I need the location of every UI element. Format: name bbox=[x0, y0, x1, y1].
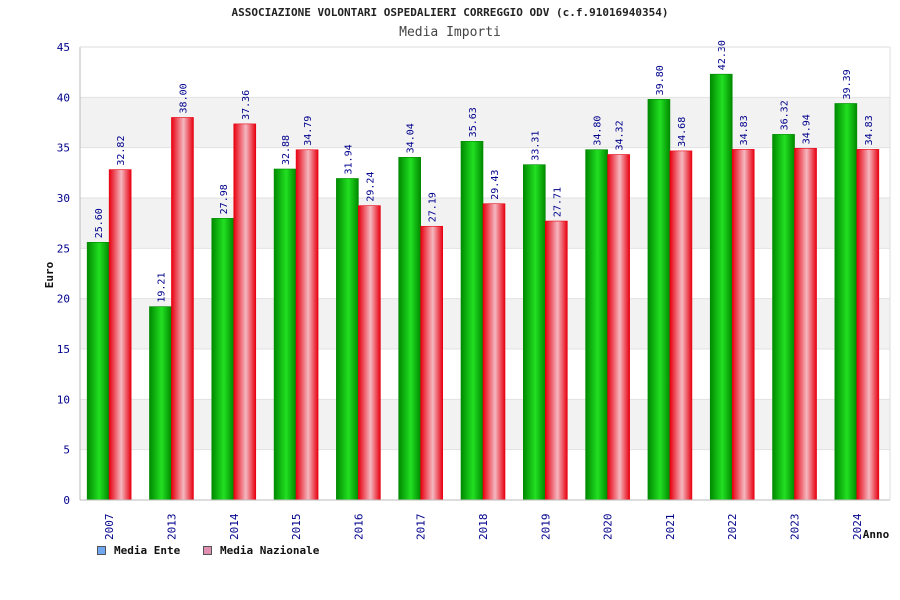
bar-media-nazionale bbox=[482, 203, 506, 501]
value-label: 29.24 bbox=[365, 172, 376, 202]
x-tick-label: 2007 bbox=[103, 514, 116, 541]
y-tick-label: 20 bbox=[57, 293, 70, 306]
y-tick-label: 25 bbox=[57, 242, 70, 255]
bar-media-ente bbox=[523, 164, 546, 501]
value-label: 42.30 bbox=[717, 40, 728, 70]
x-tick-label: 2022 bbox=[726, 514, 739, 541]
bar-media-ente bbox=[336, 178, 359, 501]
value-label: 27.98 bbox=[219, 184, 230, 214]
value-label: 33.31 bbox=[530, 131, 541, 161]
x-tick-label: 2017 bbox=[415, 514, 428, 541]
x-tick-label: 2019 bbox=[539, 514, 552, 541]
bar-media-ente bbox=[398, 157, 421, 501]
bar-media-nazionale bbox=[856, 149, 880, 501]
x-tick-label: 2023 bbox=[789, 514, 802, 541]
x-tick-label: 2020 bbox=[602, 514, 615, 541]
bar-media-ente bbox=[647, 99, 671, 501]
value-labels: 25.60 32.82 19.21 38.00 27.98 37.36 32.88 34.79… bbox=[94, 40, 875, 303]
value-label: 34.32 bbox=[615, 120, 626, 150]
bar-media-nazionale bbox=[233, 123, 257, 501]
value-label: 34.04 bbox=[406, 123, 417, 153]
legend-item-media-ente: Media Ente bbox=[97, 543, 180, 557]
x-tick-label: 2024 bbox=[851, 513, 864, 540]
x-tick-label: 2021 bbox=[664, 514, 677, 541]
bar-media-nazionale bbox=[295, 149, 319, 501]
x-tick-label: 2018 bbox=[477, 514, 490, 541]
x-axis-ticks: 2007 2013 2014 2015 2016 2017 2018 2019 2020 2021… bbox=[103, 513, 864, 540]
y-tick-label: 5 bbox=[63, 444, 70, 457]
value-label: 31.94 bbox=[343, 144, 354, 174]
bar-media-nazionale bbox=[794, 147, 817, 501]
value-label: 34.83 bbox=[739, 115, 750, 145]
bar-media-ente bbox=[273, 168, 297, 501]
x-tick-label: 2013 bbox=[165, 514, 178, 541]
bar-media-ente bbox=[211, 218, 235, 501]
value-label: 34.79 bbox=[303, 116, 314, 146]
x-tick-label: 2015 bbox=[290, 514, 303, 541]
x-tick-label: 2016 bbox=[352, 514, 365, 541]
value-label: 34.83 bbox=[864, 115, 875, 145]
bars bbox=[86, 73, 880, 501]
y-tick-label: 30 bbox=[57, 192, 70, 205]
legend-item-media-nazionale: Media Nazionale bbox=[203, 543, 319, 557]
legend-label-ente: Media Ente bbox=[114, 543, 181, 557]
value-label: 38.00 bbox=[178, 83, 189, 113]
value-label: 34.68 bbox=[677, 117, 688, 147]
legend-swatch-ente bbox=[97, 545, 106, 555]
x-axis-label: Anno bbox=[863, 528, 890, 541]
value-label: 25.60 bbox=[94, 208, 105, 238]
bar-media-ente bbox=[709, 73, 733, 501]
y-axis-ticks: 0 5 10 15 20 25 30 35 40 45 bbox=[57, 41, 70, 507]
bar-media-nazionale bbox=[545, 220, 568, 501]
y-tick-label: 15 bbox=[57, 343, 70, 356]
bar-media-nazionale bbox=[607, 154, 630, 501]
bar-media-nazionale bbox=[171, 117, 194, 501]
y-tick-label: 45 bbox=[57, 41, 70, 54]
bar-media-ente bbox=[460, 141, 484, 501]
legend-label-nazionale: Media Nazionale bbox=[220, 543, 320, 557]
bar-media-nazionale bbox=[420, 225, 443, 501]
legend-swatch-nazionale bbox=[203, 545, 212, 555]
bar-media-nazionale bbox=[108, 169, 132, 501]
bar-media-ente bbox=[149, 306, 172, 501]
value-label: 32.82 bbox=[116, 136, 127, 166]
grid-band bbox=[80, 97, 890, 148]
value-label: 19.21 bbox=[156, 273, 167, 303]
y-axis-label: Euro bbox=[43, 261, 56, 288]
value-label: 39.80 bbox=[655, 65, 666, 95]
y-tick-label: 10 bbox=[57, 393, 70, 406]
bar-media-ente bbox=[772, 134, 795, 501]
value-label: 29.43 bbox=[490, 170, 501, 200]
value-label: 27.71 bbox=[552, 187, 563, 217]
bar-media-nazionale bbox=[731, 149, 755, 501]
value-label: 34.94 bbox=[802, 114, 813, 144]
value-label: 35.63 bbox=[468, 107, 479, 137]
chart-subtitle: Media Importi bbox=[399, 25, 501, 40]
x-tick-label: 2014 bbox=[228, 513, 241, 540]
y-tick-label: 40 bbox=[57, 91, 70, 104]
value-label: 36.32 bbox=[780, 100, 791, 130]
y-tick-label: 35 bbox=[57, 142, 70, 155]
value-label: 34.80 bbox=[593, 116, 604, 146]
axes bbox=[79, 46, 891, 501]
bar-media-nazionale bbox=[669, 150, 693, 501]
value-label: 27.19 bbox=[428, 192, 439, 222]
value-label: 39.39 bbox=[842, 69, 853, 99]
value-label: 32.88 bbox=[281, 135, 292, 165]
bar-media-nazionale bbox=[358, 205, 381, 501]
chart-title: ASSOCIAZIONE VOLONTARI OSPEDALIERI CORRE… bbox=[231, 6, 669, 19]
bar-media-ente bbox=[86, 241, 110, 501]
bar-media-ente bbox=[585, 149, 608, 501]
bar-media-ente bbox=[834, 103, 858, 501]
y-tick-label: 0 bbox=[63, 494, 70, 507]
value-label: 37.36 bbox=[241, 90, 252, 120]
